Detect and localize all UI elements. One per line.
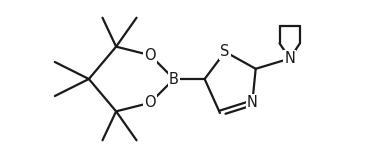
Text: N: N xyxy=(284,51,295,66)
Text: S: S xyxy=(220,44,230,59)
Text: O: O xyxy=(144,95,156,110)
Text: B: B xyxy=(169,72,179,86)
Text: O: O xyxy=(144,48,156,63)
Text: N: N xyxy=(247,95,258,110)
